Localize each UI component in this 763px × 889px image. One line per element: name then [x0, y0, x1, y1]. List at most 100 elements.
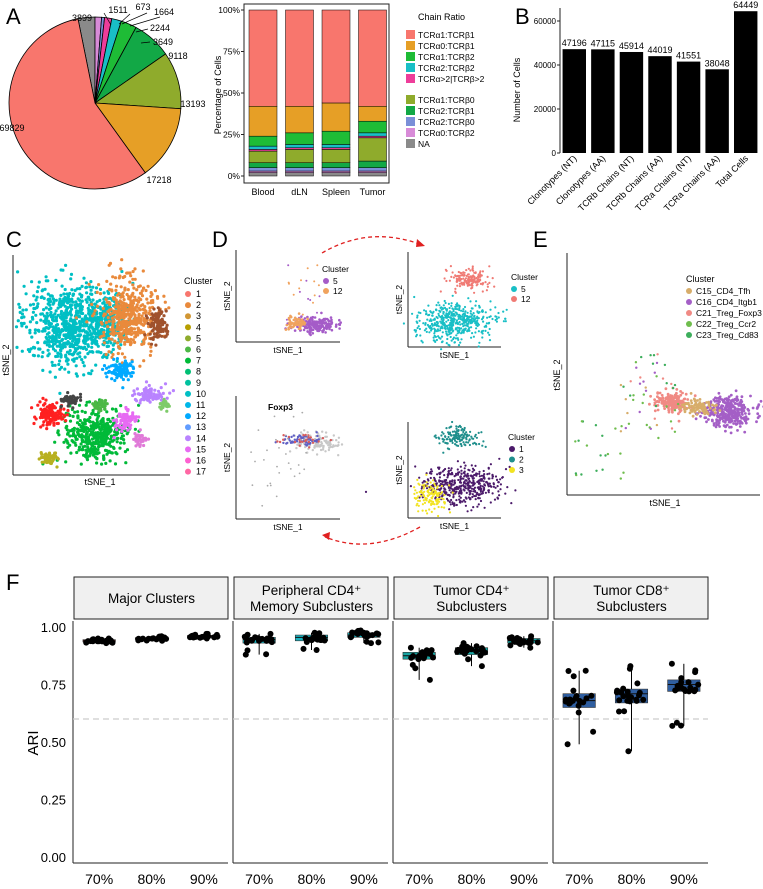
d-tr-point [473, 320, 476, 323]
c-point [109, 341, 113, 345]
d-bl-point [293, 475, 296, 478]
c-point [89, 280, 93, 284]
e-ylabel: tSNE_2 [552, 359, 562, 390]
d-tr-point [482, 315, 485, 318]
d-tr-point [480, 274, 483, 277]
c-point [91, 408, 95, 413]
d-br-point [464, 496, 467, 499]
c-point [89, 332, 93, 336]
c-point [49, 299, 53, 304]
c-point [112, 436, 116, 440]
stacked-xtick-label: Tumor [360, 187, 386, 197]
d-tr-point [442, 307, 445, 310]
legend-swatch-tcr20 [406, 117, 415, 126]
c-point [80, 284, 84, 288]
d-tl-point [338, 327, 341, 330]
stacked-xtick-label: Spleen [322, 187, 350, 197]
d-bl-point [303, 438, 306, 441]
d-br-legend-label: 2 [519, 455, 524, 465]
d-tr-point [441, 331, 444, 334]
d-tr-point [452, 336, 456, 339]
stacked-xtick-label: Blood [251, 187, 274, 197]
c-point [124, 362, 128, 366]
c-point [119, 441, 123, 445]
d-tr-point [422, 322, 425, 325]
c-point [85, 320, 89, 324]
d-tl-point [297, 312, 301, 315]
panel-letter-a: A [6, 4, 21, 29]
d-br-point [443, 493, 446, 497]
d-br-point [443, 506, 446, 509]
d-br-point [414, 489, 417, 492]
stacked-segment-dLN-tcr12 [285, 132, 314, 145]
c-point [70, 439, 74, 443]
pie-label-2244: 2244 [150, 23, 170, 33]
c-point [158, 324, 162, 328]
c-point [105, 375, 109, 379]
c-legend-label-16: 16 [196, 456, 206, 466]
d-br-point [467, 486, 471, 489]
c-point [115, 432, 119, 436]
d-br-point [462, 441, 465, 444]
d-tr-point [479, 270, 482, 273]
d-br-point [475, 443, 478, 446]
c-point [128, 363, 132, 367]
c-point [110, 371, 114, 375]
d-br-point [414, 497, 417, 500]
d-br-point [467, 468, 470, 471]
c-point [39, 425, 43, 429]
e-point [730, 399, 734, 403]
c-point [94, 424, 98, 428]
c-point [105, 305, 109, 309]
d-tr-point [442, 310, 445, 314]
c-point [81, 425, 85, 429]
d-bl-point [337, 441, 340, 444]
d-bl-point [285, 453, 287, 455]
d-tr-point [475, 300, 478, 303]
c-point [106, 325, 110, 329]
d-br-point [483, 506, 486, 509]
d-tl-point [309, 299, 312, 301]
c-point [35, 306, 39, 310]
c-point [93, 448, 97, 452]
e-point [735, 414, 738, 417]
d-tr-point [453, 341, 456, 344]
c-point [137, 403, 141, 407]
c-point [131, 283, 135, 287]
d-tr-point [449, 335, 452, 339]
d-br-point [473, 494, 476, 498]
e-point [717, 391, 721, 395]
d-br-point [437, 505, 440, 509]
d-br-point [466, 482, 469, 485]
d-bl-point [282, 441, 285, 445]
c-point [68, 305, 72, 309]
d-br-point [472, 506, 475, 509]
c-point [75, 450, 79, 455]
d-br-point [440, 497, 443, 500]
legend-swatch-tcr12 [406, 52, 415, 61]
c-point [166, 329, 170, 334]
c-point [62, 407, 66, 411]
d-br-point [486, 482, 489, 485]
c-point [36, 302, 40, 306]
c-point [90, 305, 94, 309]
d-br-point [433, 482, 436, 485]
c-point [63, 322, 67, 326]
d-br-point [496, 478, 499, 481]
d-tr-point [452, 317, 455, 320]
d-br-point [457, 478, 460, 482]
d-tr-point [462, 325, 465, 328]
d-br-point [471, 495, 474, 499]
c-point [83, 345, 87, 349]
c-point [96, 344, 100, 348]
c-point [85, 430, 89, 434]
c-point [30, 406, 34, 410]
c-point [67, 323, 71, 327]
d-br-point [437, 494, 440, 497]
d-tr-point [480, 318, 484, 321]
d-tl-point [313, 316, 317, 319]
c-point [93, 442, 97, 446]
c-point [41, 368, 45, 372]
d-br-point [447, 467, 450, 470]
